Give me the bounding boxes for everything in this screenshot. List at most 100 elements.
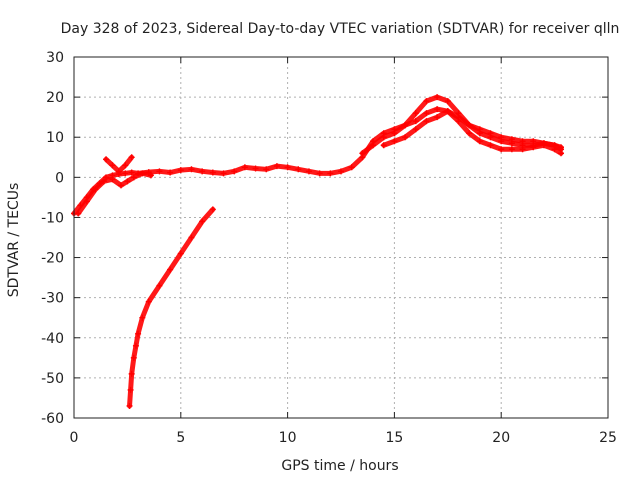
- data-point: [220, 170, 227, 177]
- data-point: [177, 167, 184, 174]
- data-point: [487, 142, 494, 149]
- data-point: [135, 330, 142, 337]
- series-cross-track: [103, 154, 135, 175]
- data-point: [412, 118, 419, 125]
- data-point: [380, 134, 387, 141]
- series-early-offset-track: [75, 170, 154, 217]
- chart-title: Day 328 of 2023, Sidereal Day-to-day VTE…: [61, 21, 620, 37]
- data-points: [71, 94, 565, 409]
- data-point: [444, 108, 451, 115]
- data-point: [359, 150, 366, 157]
- data-point: [476, 126, 483, 133]
- series-upper-track: [359, 94, 565, 157]
- data-point: [476, 138, 483, 145]
- data-point: [519, 146, 526, 153]
- y-axis-label: SDTVAR / TECUs: [6, 183, 22, 298]
- y-tick-label: -60: [41, 411, 64, 427]
- data-point: [209, 169, 216, 176]
- data-point: [455, 110, 462, 117]
- data-point: [434, 94, 441, 101]
- data-point: [128, 169, 135, 176]
- data-point: [156, 282, 163, 289]
- data-point: [273, 163, 280, 170]
- data-point: [252, 165, 259, 172]
- data-point: [338, 168, 344, 175]
- data-point: [284, 164, 291, 171]
- x-tick-label: 10: [279, 430, 297, 446]
- data-point: [156, 168, 163, 175]
- axis-ticks: 0 5 10 15 20 25 -60 -50 -40 -30 -20 -10 0 10 20 30: [41, 50, 617, 446]
- data-point: [124, 178, 131, 185]
- data-point: [380, 142, 387, 149]
- data-point: [402, 122, 409, 129]
- series-descending-arc: [126, 206, 216, 409]
- data-point: [109, 176, 116, 183]
- data-point: [466, 122, 473, 129]
- data-point: [139, 170, 146, 177]
- data-point: [167, 169, 174, 176]
- data-point: [305, 168, 312, 175]
- data-point: [122, 170, 129, 177]
- y-tick-label: 20: [46, 90, 64, 106]
- data-point: [295, 166, 302, 173]
- y-tick-label: -20: [41, 251, 64, 267]
- data-point: [434, 106, 441, 113]
- data-point: [127, 386, 134, 393]
- data-point: [498, 134, 505, 141]
- x-tick-label: 5: [176, 430, 185, 446]
- data-point: [100, 178, 107, 185]
- data-point: [530, 138, 537, 145]
- data-point: [327, 170, 334, 177]
- data-point: [530, 144, 537, 151]
- data-point: [348, 164, 355, 171]
- data-point: [558, 150, 565, 157]
- data-point: [199, 168, 206, 175]
- data-point: [126, 402, 133, 409]
- data-point: [391, 130, 398, 137]
- data-point: [188, 166, 195, 173]
- data-point: [391, 138, 398, 145]
- data-point: [115, 168, 122, 175]
- data-point: [209, 206, 216, 213]
- plot-frame: [73, 56, 609, 419]
- x-tick-label: 20: [492, 430, 510, 446]
- data-point: [188, 234, 195, 241]
- series-lower-track: [380, 108, 565, 157]
- data-point: [117, 182, 124, 189]
- data-point: [145, 298, 152, 305]
- data-point: [402, 134, 409, 141]
- data-point: [231, 168, 238, 175]
- y-tick-label: -50: [41, 371, 64, 387]
- grid-lines: [74, 57, 608, 418]
- data-point: [412, 110, 419, 117]
- x-tick-label: 25: [599, 430, 617, 446]
- y-tick-label: 10: [46, 130, 64, 146]
- data-point: [423, 98, 430, 105]
- data-point: [466, 130, 473, 137]
- data-point: [370, 142, 377, 149]
- data-point: [128, 370, 135, 377]
- series-main-track: [71, 106, 565, 217]
- data-point: [139, 314, 146, 321]
- data-point: [103, 156, 110, 163]
- data-point: [130, 174, 137, 181]
- data-point: [455, 118, 462, 125]
- data-point: [128, 154, 135, 161]
- data-point: [444, 98, 451, 105]
- series-trace-early-offset-track: [75, 170, 154, 216]
- data-point: [508, 136, 515, 143]
- data-point: [83, 198, 90, 205]
- y-tick-label: 30: [46, 50, 64, 66]
- data-point: [92, 186, 99, 193]
- data-point: [130, 354, 137, 361]
- y-tick-label: -40: [41, 331, 64, 347]
- data-point: [122, 162, 129, 169]
- data-point: [75, 210, 82, 217]
- data-point: [316, 170, 323, 177]
- data-point: [423, 118, 430, 125]
- y-tick-label: -30: [41, 291, 64, 307]
- data-point: [508, 146, 515, 153]
- y-tick-label: 0: [55, 170, 64, 186]
